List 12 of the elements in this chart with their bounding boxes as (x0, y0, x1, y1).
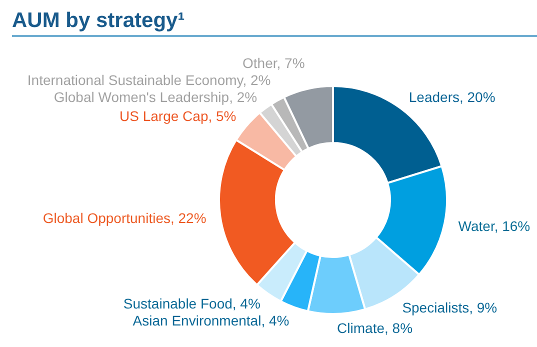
slice-label: Specialists, 9% (402, 300, 498, 316)
slice-label: Climate, 8% (337, 320, 413, 336)
chart-title: AUM by strategy¹ (12, 9, 185, 32)
slice-label: Global Opportunities, 22% (42, 210, 206, 226)
slice-label: Sustainable Food, 4% (123, 295, 260, 312)
slice-label: Water, 16% (458, 218, 530, 234)
slice-label: Other, 7% (242, 54, 305, 71)
slice-label: Leaders, 20% (408, 88, 496, 105)
slice-label: Global Women's Leadership, 2% (54, 88, 258, 105)
slice-label: Asian Environmental, 4% (132, 312, 290, 328)
slice-label: International Sustainable Economy, 2% (27, 72, 271, 88)
slice-label: US Large Cap, 5% (120, 108, 236, 124)
